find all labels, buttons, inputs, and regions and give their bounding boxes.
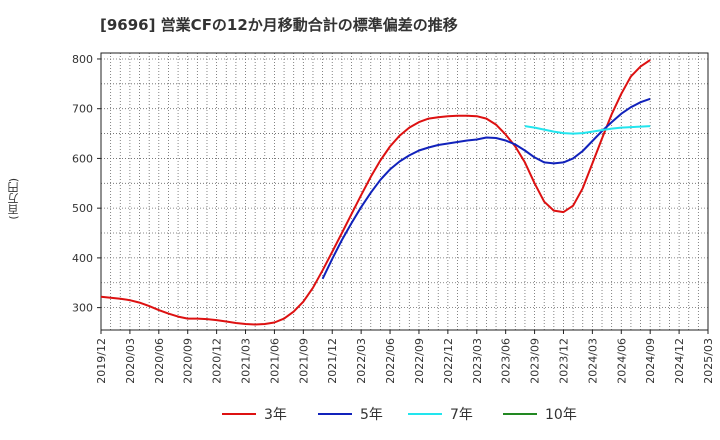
plot-frame <box>100 52 709 331</box>
y-axis: 300 400 500 600 700 800 <box>72 53 101 315</box>
y-tick-label: 700 <box>72 103 93 116</box>
legend-label: 7年 <box>450 407 473 423</box>
x-tick-label: 2019/12 <box>95 338 108 384</box>
x-axis: 2019/12 2020/03 2020/06 2020/09 2020/12 2021/… <box>95 330 715 384</box>
chart-title: [9696] 営業CFの12か月移動合計の標準偏差の推移 <box>100 16 458 34</box>
x-tick-label: 2021/09 <box>297 338 310 384</box>
legend-label: 3年 <box>264 407 287 423</box>
x-tick-label: 2021/06 <box>268 338 281 384</box>
series-line-3年 <box>100 59 651 326</box>
series-lines <box>100 59 651 326</box>
x-tick-label: 2023/06 <box>500 338 513 384</box>
x-tick-label: 2020/12 <box>211 338 224 384</box>
legend: 3年 5年 7年 10年 <box>222 407 577 423</box>
x-tick-label: 2021/12 <box>326 338 339 384</box>
x-tick-label: 2022/12 <box>442 338 455 384</box>
y-tick-label: 500 <box>72 202 93 215</box>
plot-background <box>101 53 708 330</box>
legend-label: 10年 <box>545 407 577 423</box>
x-tick-label: 2023/12 <box>557 338 570 384</box>
x-tick-label: 2024/03 <box>586 338 599 384</box>
x-tick-label: 2023/03 <box>471 338 484 384</box>
legend-label: 5年 <box>360 407 383 423</box>
y-tick-label: 800 <box>72 53 93 66</box>
y-tick-label: 300 <box>72 302 93 315</box>
y-tick-label: 600 <box>72 152 93 165</box>
series-line-7年 <box>524 125 651 135</box>
x-tick-label: 2020/09 <box>182 338 195 384</box>
series-line-5年 <box>321 97 651 280</box>
x-tick-label: 2024/09 <box>644 338 657 384</box>
x-tick-label: 2021/03 <box>240 338 253 384</box>
x-tick-label: 2025/03 <box>702 338 715 384</box>
x-tick-label: 2020/03 <box>124 338 137 384</box>
x-tick-label: 2022/06 <box>384 338 397 384</box>
x-tick-label: 2022/09 <box>413 338 426 384</box>
x-tick-label: 2023/09 <box>529 338 542 384</box>
y-tick-label: 400 <box>72 252 93 265</box>
x-tick-label: 2024/12 <box>673 338 686 384</box>
x-tick-label: 2022/03 <box>355 338 368 384</box>
x-tick-label: 2020/06 <box>153 338 166 384</box>
x-tick-label: 2024/06 <box>615 338 628 384</box>
